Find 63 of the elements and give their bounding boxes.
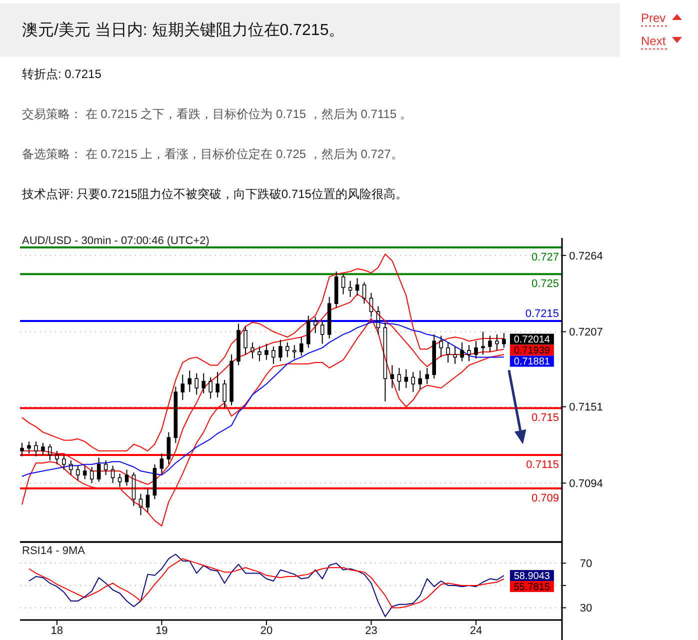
line-series: [28, 558, 504, 608]
text: Prev: [641, 11, 666, 25]
data-label: 55.7815: [514, 582, 550, 594]
candlestick: [76, 465, 80, 481]
ref-line-label: 0.709: [531, 492, 559, 504]
candlestick: [202, 372, 206, 394]
y-tick-label: 30: [580, 602, 592, 615]
text: 交易策略： 在 0.7215 之下，看跌，目标价位为 0.715 ，然后为 0.7115 。: [22, 107, 412, 121]
y-tick-label: 0.7094: [569, 478, 603, 490]
candlestick: [174, 386, 178, 444]
data-label: 0.71881: [514, 356, 550, 368]
candlestick: [362, 282, 366, 304]
candlestick: [383, 322, 388, 402]
line-series: [28, 554, 504, 618]
x-tick-label: 20: [260, 625, 273, 637]
candlestick: [48, 444, 52, 461]
candlestick: [390, 364, 394, 388]
x-tick-label: 19: [156, 625, 168, 637]
candlestick: [180, 374, 185, 401]
x-tick-label: 23: [365, 625, 378, 637]
candlestick: [369, 292, 374, 318]
chart-title: AUD/USD - 30min - 07:00:46 (UTC+2): [22, 235, 210, 247]
chart-title: RSI14 - 9MA: [22, 545, 86, 557]
data-label: 0.71939: [514, 346, 550, 357]
candlestick: [166, 432, 171, 465]
candlestick: [418, 370, 422, 390]
data-label: 58.9043: [514, 571, 550, 582]
text: Next: [641, 34, 666, 48]
candlestick: [306, 315, 310, 348]
candlestick: [292, 344, 296, 360]
candlestick: [216, 371, 220, 398]
candlestick: [481, 331, 485, 356]
candlestick: [299, 336, 304, 356]
ref-line-label: 0.725: [531, 278, 559, 290]
text: 技术点评: 只要0.7215阻力位不被突破，向下跌破0.715位置的风险很高。: [21, 187, 408, 201]
ref-line-label: 0.727: [531, 251, 559, 264]
candlestick: [355, 278, 360, 296]
candlestick: [404, 368, 408, 388]
candlestick: [160, 453, 164, 474]
candlestick: [453, 346, 457, 364]
x-tick-label: 18: [50, 625, 64, 637]
candlestick: [188, 370, 192, 393]
x-tick-label: 24: [470, 625, 482, 637]
text: 备选策略： 在 0.7215 上，看涨，目标价位定在 0.725 ，然后为 0.727。: [22, 147, 403, 161]
ref-line-label: 0.715: [531, 412, 559, 424]
y-tick-label: 0.7207: [569, 326, 603, 339]
candlestick: [446, 342, 450, 364]
y-tick-label: 0.7264: [569, 250, 603, 262]
candlestick: [411, 371, 416, 393]
y-tick-label: 70: [580, 558, 592, 570]
candlestick: [502, 332, 506, 348]
y-tick-label: 0.7151: [569, 402, 603, 414]
ref-line-label: 0.7215: [525, 308, 559, 320]
text: 0.72014: [514, 334, 550, 346]
candlestick: [250, 342, 254, 360]
text: 澳元/美元 当日内: 短期关键阻力位在0.7215。: [22, 21, 345, 39]
text: 转折点: 0.7215: [22, 67, 102, 81]
candlestick: [20, 442, 24, 457]
candlestick: [110, 465, 115, 484]
candlestick: [118, 473, 122, 488]
candlestick: [124, 469, 129, 486]
ref-line-label: 0.7115: [526, 458, 559, 471]
candlestick: [376, 306, 380, 335]
